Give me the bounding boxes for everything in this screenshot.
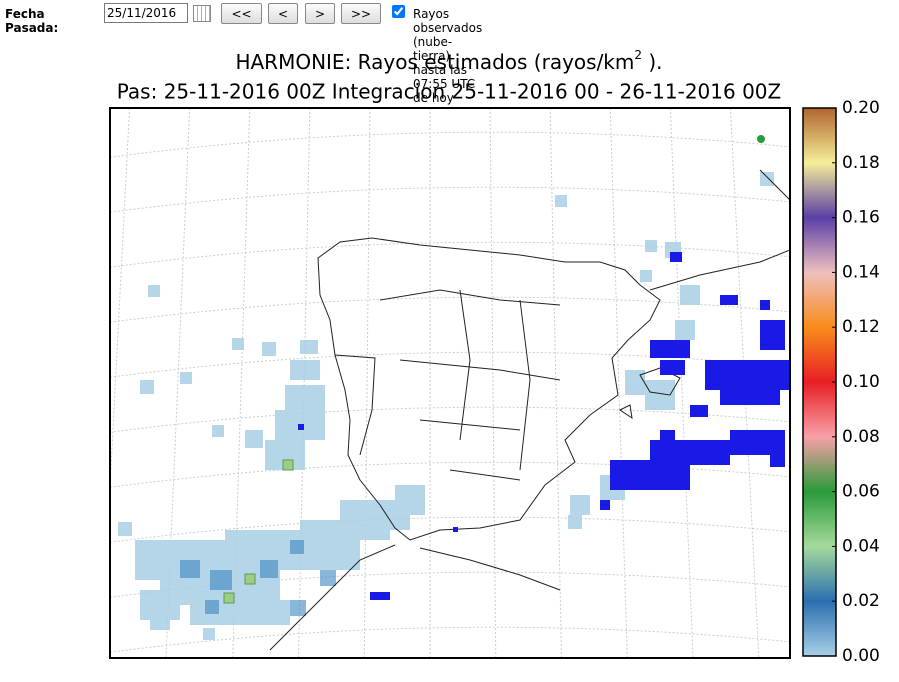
colorbar-tick-label: 0.12 (842, 317, 880, 337)
first-button[interactable]: << (221, 3, 262, 24)
map (110, 108, 790, 658)
last-button[interactable]: >> (341, 3, 381, 24)
prev-button[interactable]: < (268, 3, 298, 24)
colorbar-tick-label: 0.16 (842, 208, 880, 228)
title-main: HARMONIE: Rayos estimados (rayos/km (235, 50, 634, 74)
title-end: ). (642, 50, 663, 74)
colorbar-tick-label: 0.02 (842, 591, 880, 611)
colorbar-tick-label: 0.14 (842, 262, 880, 282)
chart-title: HARMONIE: Rayos estimados (rayos/km2 ). (235, 48, 662, 74)
colorbar-tick-label: 0.08 (842, 427, 880, 447)
map-frame (109, 107, 791, 659)
checkbox-label: Rayos observados (nube-tierra) hasta las… (413, 7, 483, 105)
date-label: Fecha Pasada: (5, 7, 59, 35)
colorbar-tick-label: 0.10 (842, 372, 880, 392)
observed-checkbox[interactable] (392, 5, 405, 18)
colorbar-tick-label: 0.20 (842, 98, 880, 118)
colorbar-tick-label: 0.04 (842, 536, 880, 556)
date-input[interactable] (104, 3, 188, 23)
next-button[interactable]: > (305, 3, 335, 24)
calendar-icon[interactable] (193, 5, 211, 22)
colorbar-tick-label: 0.06 (842, 482, 880, 502)
title-superscript: 2 (634, 48, 642, 62)
chart-subtitle: Pas: 25-11-2016 00Z Integracion 25-11-20… (117, 80, 781, 104)
colorbar-tick-label: 0.18 (842, 153, 880, 173)
colorbar-tick-label: 0.00 (842, 646, 880, 666)
colorbar (802, 107, 837, 657)
